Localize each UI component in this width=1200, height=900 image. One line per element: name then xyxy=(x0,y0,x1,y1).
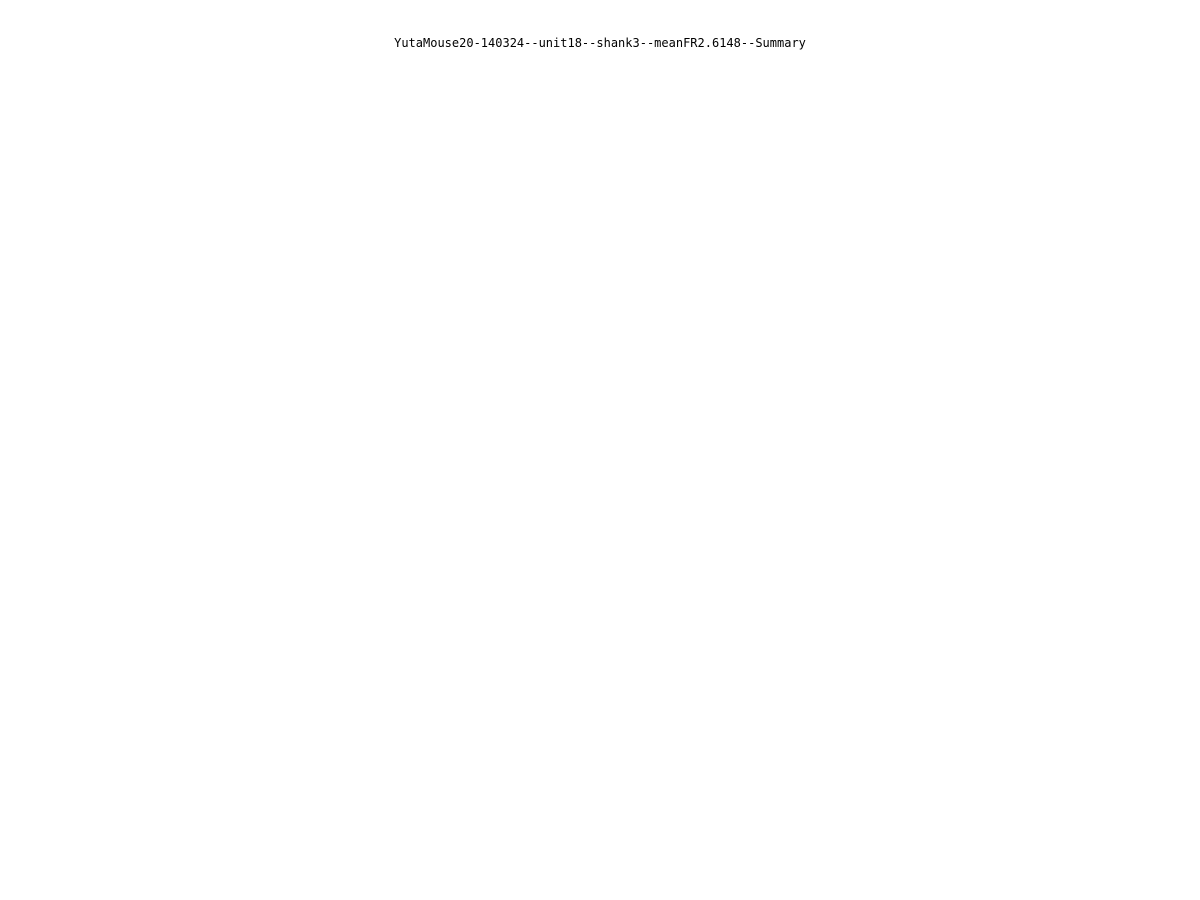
figure-title: YutaMouse20-140324--unit18--shank3--mean… xyxy=(394,36,806,50)
